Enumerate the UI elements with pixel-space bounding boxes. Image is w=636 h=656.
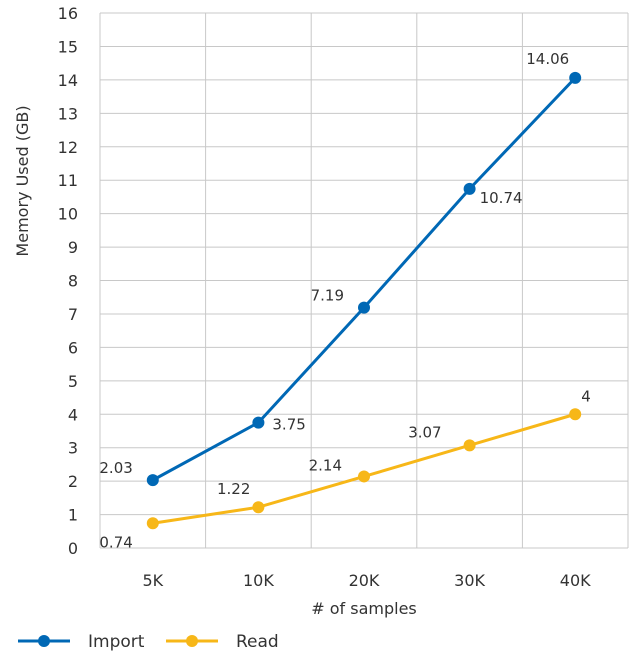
data-labels: 2.03 3.75 7.19 10.74 14.06 0.74 1.22 2.14 3.07 4 — [99, 50, 590, 551]
data-label: 1.22 — [217, 480, 250, 498]
legend-label: Import — [88, 632, 145, 652]
y-tick-label: 14 — [58, 71, 78, 90]
legend: Import Read — [18, 632, 279, 652]
x-tick-label: 30K — [454, 571, 485, 590]
series-read — [146, 408, 582, 530]
y-tick-label: 13 — [58, 104, 78, 123]
legend-label: Read — [236, 632, 279, 652]
legend-swatch-marker — [38, 635, 50, 647]
data-point — [252, 416, 265, 429]
data-point — [569, 71, 582, 84]
data-label: 2.03 — [99, 459, 132, 477]
y-tick-label: 16 — [58, 4, 78, 23]
x-axis-title: # of samples — [311, 599, 417, 618]
data-point — [358, 470, 370, 483]
series-line — [152, 76, 577, 482]
y-tick-label: 10 — [58, 205, 78, 224]
data-label: 0.74 — [99, 533, 132, 551]
y-tick-label: 12 — [58, 138, 78, 157]
data-label: 10.74 — [480, 189, 523, 207]
series-line — [152, 412, 576, 525]
data-point — [463, 439, 476, 452]
y-tick-label: 11 — [58, 171, 78, 190]
series — [146, 71, 582, 530]
y-tick-label: 4 — [68, 405, 78, 424]
x-tick-label: 40K — [560, 571, 591, 590]
data-label: 4 — [581, 387, 591, 405]
x-tick-label: 5K — [142, 571, 163, 590]
data-point — [146, 517, 159, 530]
data-label: 3.75 — [272, 416, 305, 434]
data-point — [569, 408, 582, 421]
grid — [99, 12, 629, 549]
x-tick-label: 20K — [349, 571, 380, 590]
y-axis-title: Memory Used (GB) — [13, 105, 32, 256]
data-label: 3.07 — [408, 423, 441, 441]
x-axis-ticks: 5K 10K 20K 30K 40K — [142, 571, 591, 590]
y-tick-label: 1 — [68, 506, 78, 525]
data-point — [358, 301, 370, 314]
x-tick-label: 10K — [243, 571, 274, 590]
data-point — [252, 501, 265, 514]
y-tick-label: 15 — [58, 37, 78, 56]
legend-item-import: Import — [18, 632, 145, 652]
legend-item-read: Read — [166, 632, 279, 652]
y-tick-label: 9 — [68, 238, 78, 257]
legend-swatch-marker — [186, 635, 198, 647]
y-tick-label: 0 — [68, 539, 78, 558]
y-tick-label: 5 — [68, 372, 78, 391]
data-point — [146, 474, 159, 487]
data-point — [463, 182, 476, 195]
y-tick-label: 3 — [68, 439, 78, 458]
y-tick-label: 7 — [68, 305, 78, 324]
series-import — [146, 71, 582, 487]
y-tick-label: 2 — [68, 472, 78, 491]
y-tick-label: 8 — [68, 272, 78, 291]
data-label: 2.14 — [309, 456, 342, 474]
data-label: 7.19 — [311, 287, 344, 305]
data-label: 14.06 — [526, 50, 569, 68]
y-tick-label: 6 — [68, 338, 78, 357]
